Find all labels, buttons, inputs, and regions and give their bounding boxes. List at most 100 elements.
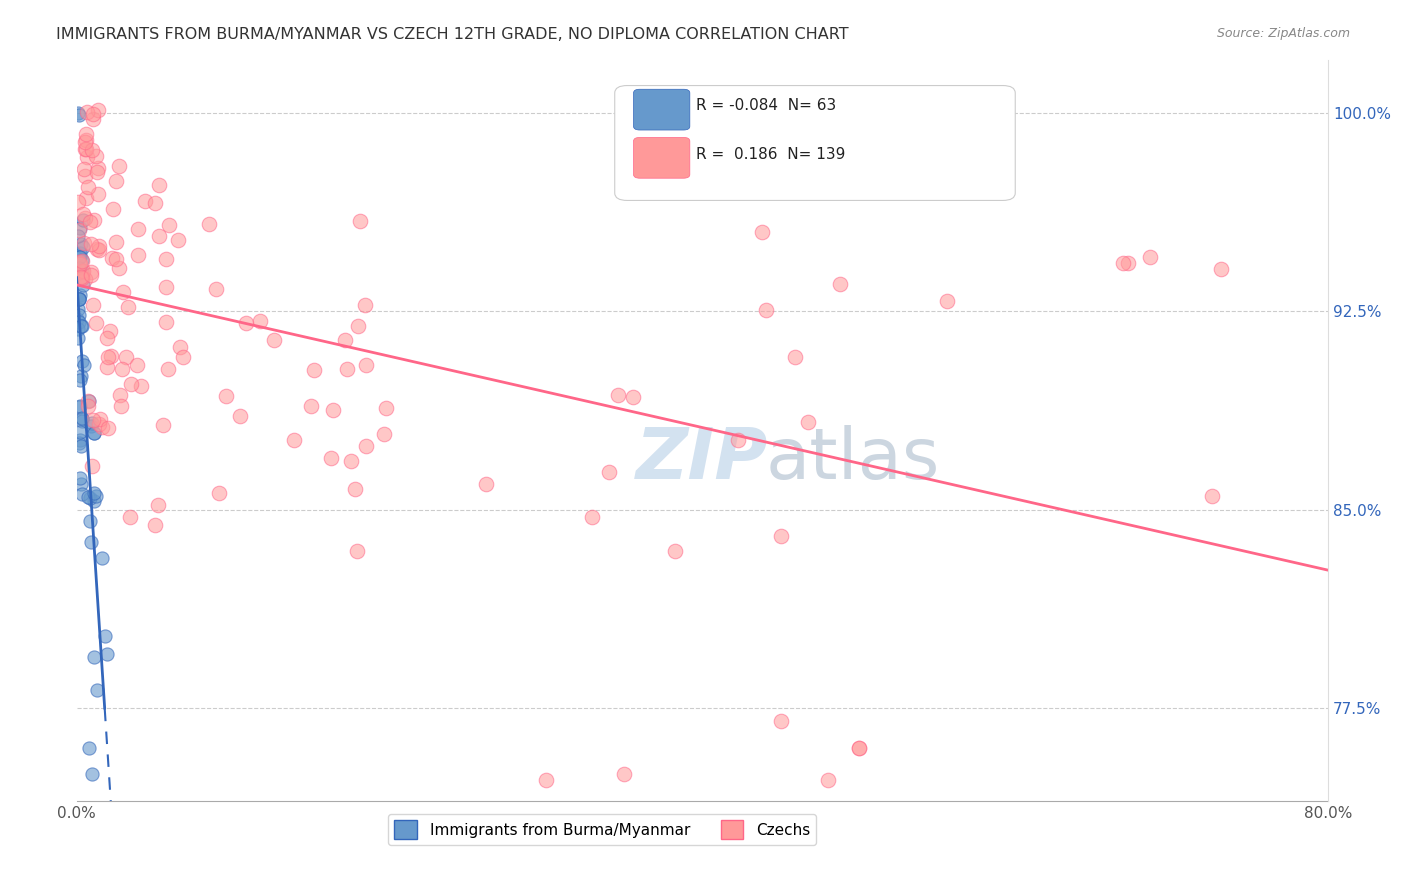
Point	[110, 400, 132, 414]
Point	[80, 236, 103, 251]
Point	[606, 388, 628, 402]
Point	[87, 239, 110, 253]
Point	[70, 368, 93, 383]
Point	[66, 312, 89, 326]
Point	[83, 650, 105, 665]
Point	[80, 419, 103, 434]
Point	[77, 180, 100, 194]
Point	[77, 491, 100, 505]
Point	[283, 433, 305, 447]
Point	[215, 389, 238, 403]
Point	[751, 226, 773, 240]
Point	[97, 421, 120, 435]
Point	[77, 399, 100, 413]
Point	[76, 104, 98, 119]
Point	[91, 419, 114, 434]
Point	[77, 394, 100, 409]
Point	[67, 292, 90, 306]
Point	[75, 272, 97, 286]
Point	[166, 233, 188, 247]
Point	[96, 359, 118, 374]
Point	[72, 353, 94, 368]
Point	[84, 489, 107, 503]
Point	[67, 436, 90, 450]
Point	[769, 529, 792, 543]
Point	[249, 314, 271, 328]
Point	[108, 260, 131, 275]
Point	[335, 334, 357, 348]
Point	[69, 288, 91, 302]
Point	[349, 214, 371, 228]
Point	[117, 300, 139, 314]
Point	[72, 319, 94, 334]
Point	[783, 350, 806, 364]
Point	[69, 246, 91, 260]
Point	[67, 260, 90, 275]
Point	[84, 149, 107, 163]
Point	[83, 425, 105, 440]
Point	[76, 150, 98, 164]
Point	[848, 740, 870, 755]
Point	[598, 465, 620, 479]
Point	[157, 218, 180, 232]
Point	[148, 229, 170, 244]
Point	[75, 142, 97, 156]
Point	[69, 425, 91, 439]
Point	[73, 142, 96, 156]
Point	[86, 242, 108, 256]
Point	[143, 195, 166, 210]
Point	[70, 415, 93, 429]
Point	[125, 359, 148, 373]
Point	[70, 254, 93, 268]
Point	[148, 498, 170, 512]
Point	[322, 402, 344, 417]
Point	[67, 401, 90, 415]
Point	[82, 413, 104, 427]
Point	[70, 264, 93, 278]
Point	[83, 493, 105, 508]
Point	[87, 186, 110, 201]
Point	[75, 169, 97, 184]
Point	[83, 425, 105, 440]
Point	[84, 316, 107, 330]
Point	[91, 551, 114, 566]
Point	[828, 277, 851, 292]
Point	[79, 215, 101, 229]
Point	[336, 362, 359, 376]
Point	[769, 714, 792, 729]
Point	[101, 202, 124, 216]
Point	[82, 458, 104, 473]
Text: R = -0.084  N= 63: R = -0.084 N= 63	[696, 98, 837, 113]
Point	[94, 628, 117, 642]
Point	[87, 161, 110, 176]
Point	[120, 510, 142, 524]
Point	[69, 399, 91, 413]
Point	[621, 390, 644, 404]
Point	[66, 228, 89, 243]
Point	[67, 331, 90, 345]
Point	[581, 510, 603, 524]
Point	[475, 476, 498, 491]
Point	[155, 252, 177, 267]
Point	[82, 298, 104, 312]
Point	[373, 426, 395, 441]
Point	[67, 222, 90, 236]
Point	[356, 359, 378, 373]
Point	[1112, 256, 1135, 270]
Point	[172, 350, 194, 364]
Point	[127, 222, 149, 236]
Point	[148, 178, 170, 193]
Point	[70, 487, 93, 501]
Point	[89, 412, 111, 426]
Point	[75, 133, 97, 147]
Text: atlas: atlas	[765, 425, 939, 494]
Point	[87, 103, 110, 117]
Point	[1116, 256, 1139, 270]
Point	[67, 254, 90, 268]
Point	[755, 302, 778, 317]
Point	[76, 394, 98, 409]
Point	[67, 251, 90, 265]
Point	[73, 358, 96, 372]
Point	[111, 362, 134, 376]
Point	[70, 439, 93, 453]
